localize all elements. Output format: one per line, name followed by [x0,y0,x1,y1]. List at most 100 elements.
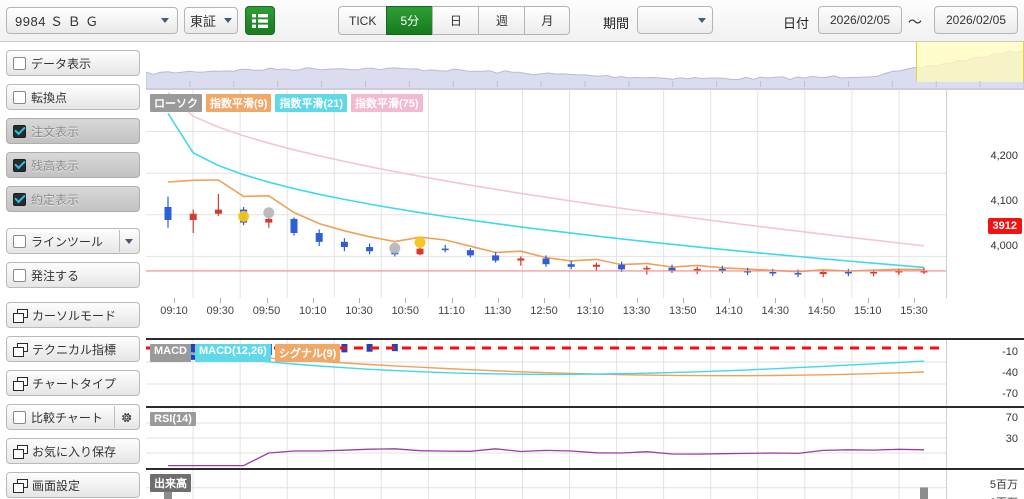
range-selector[interactable] [637,6,713,34]
gear-icon [121,412,132,422]
watchlist-button[interactable] [245,6,275,35]
time-axis-label: 11:30 [484,305,512,317]
time-axis-label: 14:50 [807,305,836,317]
time-tick [405,298,407,303]
axis-label: -40 [1002,367,1018,379]
date-from-input[interactable]: 2026/02/05 [818,6,902,34]
period-button-3[interactable]: 週 [478,6,525,35]
sidebar-item-label: 注文表示 [31,124,80,139]
checkbox-icon[interactable] [13,268,26,282]
checkbox-icon[interactable] [13,234,26,248]
chevron-down-icon [161,18,169,23]
window-icon [13,376,28,391]
list-icon [252,13,268,28]
macd-legend: MACD MACD(12,26) シグナル(9) [150,344,341,362]
period-button-2[interactable]: 日 [432,6,479,35]
checkbox-icon[interactable] [13,410,26,424]
time-axis-label: 15:10 [853,305,882,317]
top-toolbar: 9984 Ｓ Ｂ Ｇ 東証 TICK 5分 日 週 月 期間 日付 2026/02/05 [0,0,1024,42]
time-tick [544,298,545,303]
time-tick [497,298,499,303]
line-tool-dropdown[interactable] [119,230,133,252]
sidebar-item-6[interactable]: 発注する [6,262,140,288]
macd-panel: MACD MACD(12,26) シグナル(9) -10 -40 -70 [146,340,1024,406]
date-range-separator: ～ [908,14,922,30]
sidebar-item-5[interactable]: ラインツール [6,228,140,254]
time-tick [867,298,869,303]
checkbox-icon[interactable] [13,158,26,172]
symbol-selector[interactable]: 9984 Ｓ Ｂ Ｇ [6,7,178,34]
sidebar-item-11[interactable]: お気に入り保存 [6,438,140,464]
rsi-legend: RSI(14) [150,412,196,426]
navigator-ticks [146,81,1024,87]
sidebar-item-1[interactable]: 転換点 [6,84,140,110]
time-axis-label: 09:10 [160,305,188,317]
time-axis-label: 13:30 [622,305,651,317]
sidebar-item-label: 比較チャート [31,410,103,425]
window-icon [13,342,28,357]
volume-panel: 出来高 5百万3百万1百万 [146,470,1024,499]
chart-navigator[interactable] [145,42,1024,90]
period-button-1[interactable]: 5分 [386,6,433,35]
navigator-selection-window[interactable] [916,42,1024,82]
time-tick [312,298,314,303]
compare-chart-settings[interactable] [114,406,133,428]
time-tick [266,298,268,303]
price-plot[interactable] [146,90,946,298]
period-button-label: TICK [349,13,377,28]
rsi-axis: 70 30 [946,408,1024,468]
sidebar-item-10[interactable]: 比較チャート [6,404,140,430]
period-button-4[interactable]: 月 [524,6,571,35]
sidebar-item-label: ラインツール [31,234,104,249]
legend-item-0: ローソク [150,94,202,112]
legend-item-0: RSI(14) [150,412,196,426]
date-label: 日付 [783,16,810,31]
volume-plot[interactable] [146,470,946,499]
date-to-input[interactable]: 2026/02/05 [934,6,1018,34]
time-tick [775,298,777,303]
volume-legend: 出来高 [150,474,191,492]
sidebar-item-8[interactable]: テクニカル指標 [6,336,140,362]
chevron-down-icon [125,238,133,244]
market-label: 東証 [190,14,217,29]
legend-item-2: シグナル(9) [274,344,341,362]
time-tick [590,298,592,303]
time-axis-label: 10:10 [298,305,327,317]
rsi-plot[interactable] [146,408,946,468]
sidebar-item-0[interactable]: データ表示 [6,50,140,76]
period-button-0[interactable]: TICK [338,6,387,35]
chevron-down-icon [224,18,232,23]
sidebar-item-9[interactable]: チャートタイプ [6,370,140,396]
axis-label: 3百万 [990,494,1018,499]
sidebar-item-2[interactable]: 注文表示 [6,118,140,144]
axis-label: 4,000 [990,240,1018,252]
checkbox-icon[interactable] [13,192,26,206]
sidebar-item-label: チャートタイプ [32,376,116,391]
sidebar-item-label: テクニカル指標 [32,342,117,357]
checkbox-icon[interactable] [13,90,26,104]
sidebar-item-3[interactable]: 残高表示 [6,152,140,178]
time-axis-label: 09:30 [206,305,235,317]
axis-label: 70 [1005,412,1018,424]
window-icon [13,308,28,323]
legend-item-2: 指数平滑(21) [275,94,348,112]
sidebar-item-4[interactable]: 約定表示 [6,186,140,212]
checkbox-icon[interactable] [13,56,26,70]
market-selector[interactable]: 東証 [184,7,238,34]
period-button-label: 月 [541,14,554,28]
volume-axis: 5百万3百万1百万 [946,470,1024,499]
sidebar-item-label: カーソルモード [32,308,117,323]
period-button-label: 週 [495,14,508,28]
time-tick [729,298,730,303]
time-axis-label: 14:30 [761,305,790,317]
panel-divider [146,406,1024,408]
time-tick [359,298,360,303]
checkbox-icon[interactable] [13,124,26,138]
time-axis-label: 10:50 [391,305,420,317]
sidebar-item-12[interactable]: 画面設定 [6,472,140,498]
panel-divider [146,338,1024,340]
time-tick [174,298,175,303]
axis-label: 4,200 [990,150,1018,162]
macd-axis: -10 -40 -70 [946,340,1024,406]
sidebar-item-7[interactable]: カーソルモード [6,302,140,328]
